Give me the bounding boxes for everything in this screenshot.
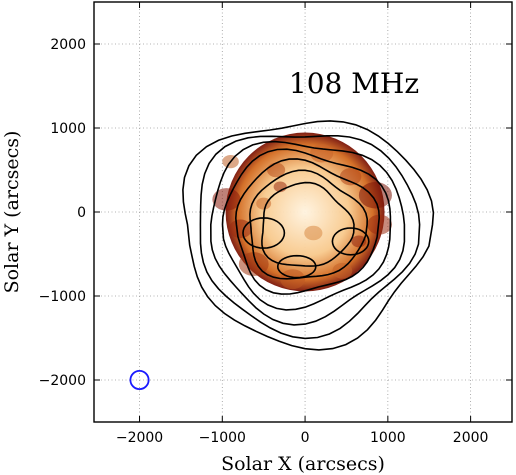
active-region bbox=[304, 225, 323, 241]
frequency-label: 108 MHz bbox=[289, 67, 419, 100]
contour-level bbox=[249, 169, 369, 280]
x-axis-title: Solar X (arcsecs) bbox=[221, 453, 385, 475]
active-region bbox=[332, 262, 353, 279]
y-tick-label: −2000 bbox=[39, 373, 86, 389]
contour-island bbox=[242, 217, 286, 249]
x-tick-label: 0 bbox=[301, 430, 310, 446]
contour-level bbox=[209, 140, 406, 326]
contour-level bbox=[234, 158, 381, 295]
y-tick-label: 1000 bbox=[50, 121, 86, 137]
contour-level bbox=[199, 135, 421, 340]
contour-level bbox=[261, 181, 355, 267]
y-axis-title: Solar Y (arcsecs) bbox=[1, 131, 23, 294]
y-tick-label: 2000 bbox=[50, 37, 86, 53]
y-tick-label: −1000 bbox=[39, 289, 86, 305]
beam-marker bbox=[129, 369, 150, 391]
contour-level bbox=[221, 148, 392, 311]
radio-contours bbox=[182, 120, 435, 351]
active-region bbox=[339, 168, 362, 186]
x-tick-label: 2000 bbox=[453, 430, 489, 446]
contour-island bbox=[276, 254, 317, 279]
x-tick-label: −2000 bbox=[116, 430, 163, 446]
axis-ticks: −2000 −1000 0 1000 2000 −2000 −1000 0 1000 2000 bbox=[39, 2, 512, 446]
x-tick-label: −1000 bbox=[199, 430, 246, 446]
active-region bbox=[367, 214, 392, 235]
y-tick-label: 0 bbox=[77, 205, 86, 221]
contour-island bbox=[331, 227, 370, 256]
active-region bbox=[212, 188, 241, 211]
x-tick-label: 1000 bbox=[370, 430, 406, 446]
contour-level bbox=[182, 120, 435, 351]
